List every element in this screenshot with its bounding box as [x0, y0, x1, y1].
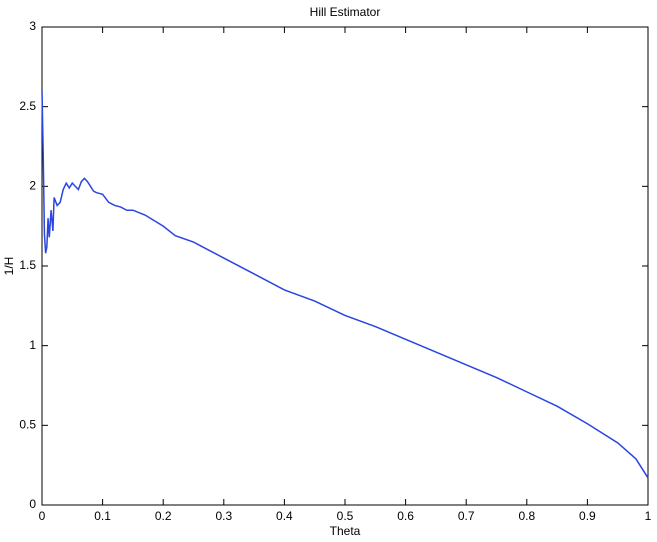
- y-tick-label: 2: [29, 179, 36, 193]
- x-tick-label: 0.9: [579, 509, 596, 523]
- x-tick-label: 1: [645, 509, 652, 523]
- y-tick-label: 0: [29, 497, 36, 511]
- x-tick-label: 0.6: [397, 509, 414, 523]
- y-tick-label: 1: [29, 338, 36, 352]
- x-tick-label: 0.5: [337, 509, 354, 523]
- x-tick-label: 0.3: [215, 509, 232, 523]
- x-tick-label: 0: [39, 509, 46, 523]
- plot-frame: [41, 26, 649, 506]
- x-tick-label: 0.7: [458, 509, 475, 523]
- data-line: [41, 90, 649, 479]
- x-tick-label: 0.1: [94, 509, 111, 523]
- y-tick-label: 1.5: [19, 258, 36, 272]
- y-tick-label: 2.5: [19, 99, 36, 113]
- x-tick-label: 0.8: [518, 509, 535, 523]
- y-axis-label: 1/H: [2, 257, 16, 276]
- y-tick-label: 0.5: [19, 418, 36, 432]
- chart-title: Hill Estimator: [310, 5, 381, 19]
- x-tick-label: 0.4: [276, 509, 293, 523]
- x-tick-label: 0.2: [155, 509, 172, 523]
- y-tick-label: 3: [29, 19, 36, 33]
- x-axis-label: Theta: [330, 524, 361, 538]
